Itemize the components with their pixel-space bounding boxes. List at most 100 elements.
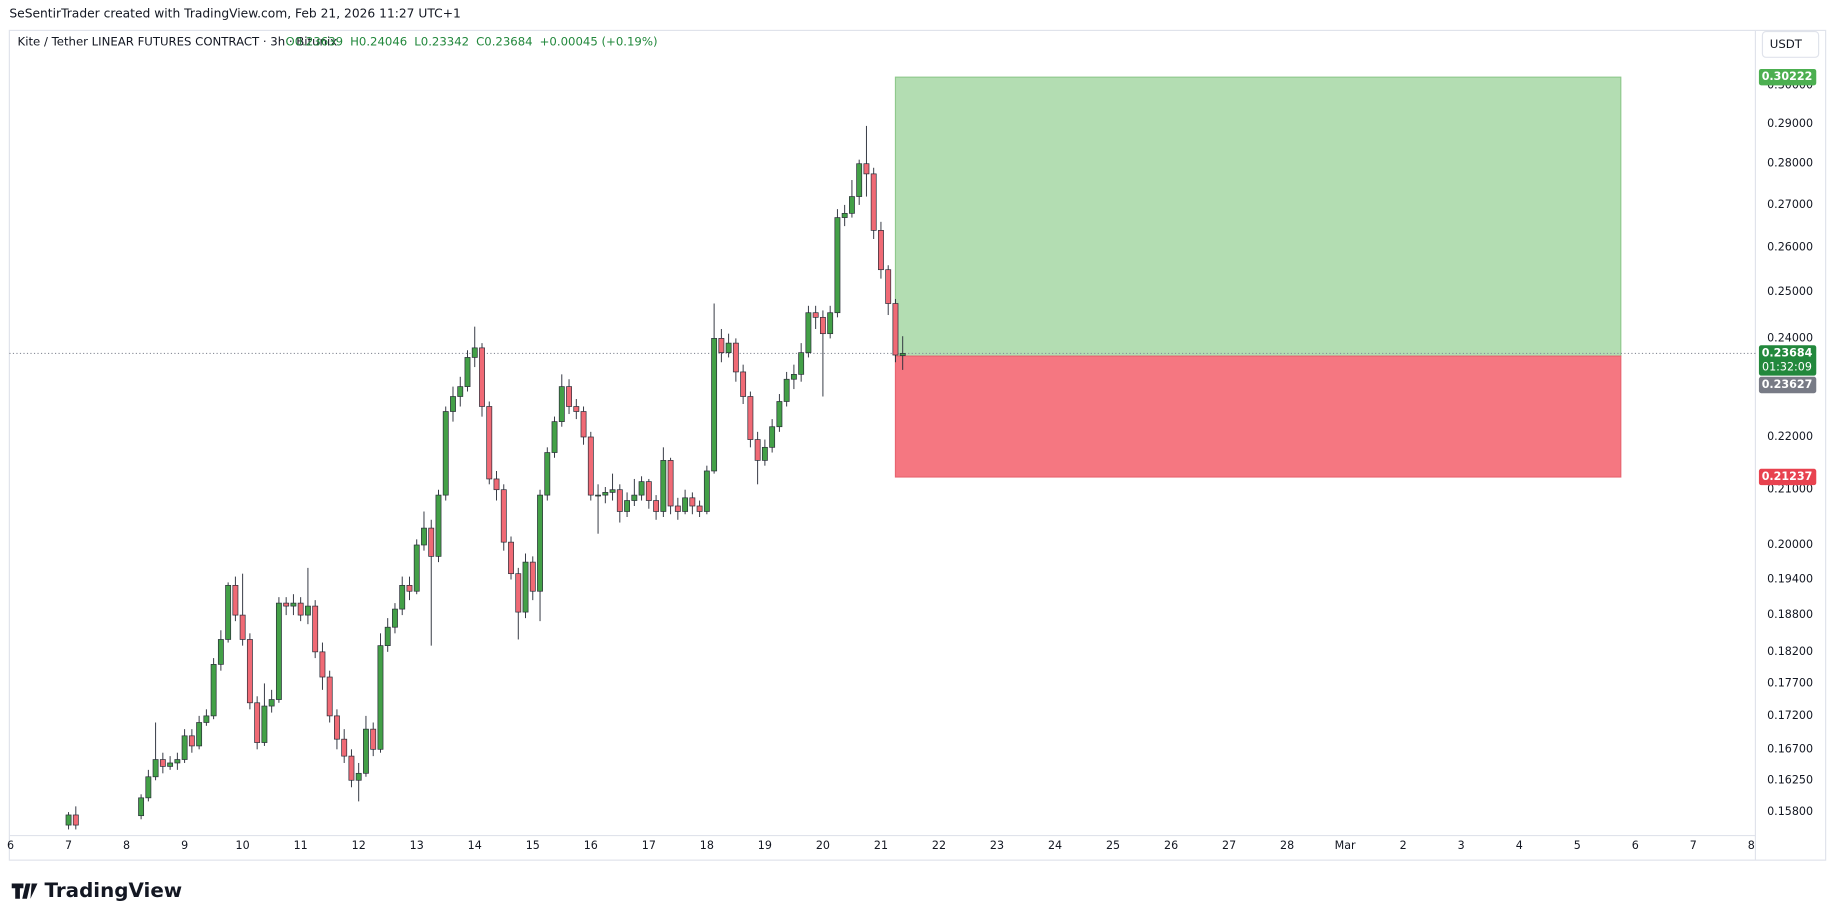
x-tick-label: 20 [816,839,830,852]
candle-body [203,715,210,723]
y-tick-label: 0.15800 [1767,805,1813,818]
currency: USDT [1770,37,1803,51]
candle [167,756,174,770]
x-tick-label: 12 [352,839,366,852]
candle [500,484,507,551]
candle-body [718,338,725,353]
y-tick-label: 0.28000 [1767,157,1813,170]
candle [674,497,681,520]
x-tick-label: 28 [1280,839,1294,852]
candle [196,715,203,750]
y-tick-label: 0.24000 [1767,331,1813,344]
candle-body [827,312,834,335]
candle [798,343,805,382]
brand: TradingView [44,879,182,902]
candle-body [348,755,355,781]
candle-body [174,759,181,764]
candle-body [899,353,906,356]
candle-body [225,585,232,640]
last-price-tag [1758,345,1817,376]
candle [892,298,899,363]
ohlc-value: O0.23639 [286,35,344,49]
candle [457,376,464,407]
candle [870,167,877,240]
candle [435,489,442,563]
candle-body [464,357,471,387]
candle-body [580,411,587,438]
candle-body [515,573,522,613]
candle-body [522,561,529,613]
x-tick-label: 6 [7,839,14,852]
candle-body [167,762,174,767]
candle-body [138,797,145,817]
candle [471,326,478,368]
candle [595,484,601,534]
candle-body [798,352,805,375]
candle [138,794,145,820]
x-tick-label: 17 [642,839,656,852]
candle [384,618,391,652]
candle [660,447,667,518]
candle [783,371,790,407]
candle [689,492,696,515]
candle-body [457,386,464,397]
x-tick-label: 27 [1222,839,1236,852]
candle-body [341,738,348,757]
entry-label: 0.23627 [1762,378,1813,391]
chart-frame [8,29,1827,861]
candle [769,419,776,453]
currency-button[interactable] [1761,31,1820,58]
x-tick-label: 10 [236,839,250,852]
candle-body [370,728,377,750]
candle-body [297,602,304,616]
candle [326,670,333,723]
candle-body [392,608,398,628]
candle [790,364,797,390]
candle-body [268,699,275,707]
candle [558,374,565,427]
candle-body [500,489,507,543]
candle [159,752,166,774]
candle [370,722,377,757]
candle [805,305,812,358]
candle [863,125,870,197]
candle [406,576,413,601]
candle-body [72,814,79,826]
candle [486,401,493,485]
candle-body [283,602,290,607]
candle-body [711,338,718,472]
candle-body [674,505,681,512]
candle-body [790,374,797,380]
candle-body [65,814,72,826]
candle-body [783,378,790,402]
ohlc-value: +0.00045 (+0.19%) [540,35,658,49]
candle-body [421,527,427,546]
candle [334,709,340,750]
target-label-bg [1758,68,1817,86]
candle [479,343,485,417]
candle-body [841,212,848,218]
candle [703,465,710,515]
entry-label-bg [1758,376,1817,394]
candle-body [210,664,217,717]
candle [551,416,558,458]
candle [609,473,616,501]
candle-body [732,342,739,373]
candle-body [312,605,319,653]
symbol-title: Kite / Tether LINEAR FUTURES CONTRACT · … [18,35,338,49]
candle-body [776,401,783,428]
x-tick-label: 25 [1106,839,1120,852]
x-tick-label: 3 [1458,839,1465,852]
candle [268,689,275,713]
y-tick-label: 0.18800 [1767,608,1813,621]
candle [246,633,253,710]
candle [377,633,384,753]
candle-body [660,460,667,512]
candle-body [631,494,638,501]
candle-body [703,470,710,512]
candle-body [834,217,841,314]
candle-body [616,489,623,512]
candle [348,749,355,788]
candle [297,597,304,622]
candle [304,567,311,625]
